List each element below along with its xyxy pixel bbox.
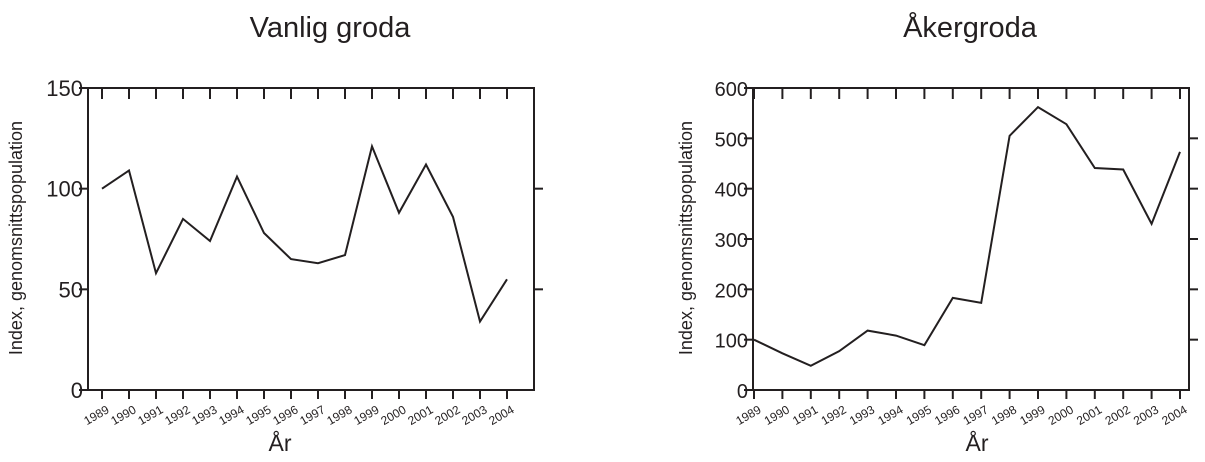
x-tick-label: 2002	[432, 402, 462, 428]
x-tick-label: 2000	[378, 402, 408, 428]
x-tick-label: 1994	[875, 402, 905, 428]
x-tick-label: 2001	[1074, 402, 1104, 428]
y-tick-label: 300	[715, 230, 748, 252]
chart-panel-vanlig-groda: Vanlig groda Index, genomsnittspopulatio…	[0, 0, 600, 462]
x-tick-label: 1997	[297, 402, 327, 428]
x-tick-label: 2004	[486, 402, 516, 428]
x-tick-label: 1992	[162, 402, 192, 428]
plot-frame	[87, 87, 535, 391]
x-tick-label: 1989	[733, 402, 763, 428]
x-tick-label: 1991	[790, 402, 820, 428]
line-chart-akergroda: 0100200300400500600198919901991199219931…	[715, 79, 1198, 428]
x-tick-label: 1990	[762, 402, 792, 428]
x-tick-label: 1990	[108, 402, 138, 428]
x-axis-label: År	[965, 430, 989, 456]
x-tick-label: 2004	[1159, 402, 1189, 428]
y-tick-label: 50	[59, 277, 83, 302]
x-tick-label: 1993	[189, 402, 219, 428]
y-tick-label: 100	[46, 177, 83, 202]
x-tick-label: 1997	[961, 402, 991, 428]
x-tick-label: 2003	[459, 402, 489, 428]
x-tick-label: 1996	[270, 402, 300, 428]
y-tick-label: 0	[71, 378, 83, 403]
x-tick-label: 2002	[1103, 402, 1133, 428]
y-tick-label: 0	[737, 381, 748, 403]
x-tick-label: 1996	[932, 402, 962, 428]
x-tick-label: 1991	[135, 402, 165, 428]
series-line	[101, 143, 508, 324]
y-tick-label: 400	[715, 180, 748, 202]
y-tick-label: 200	[715, 280, 748, 302]
line-chart-vanlig-groda: 0501001501989199019911992199319941995199…	[46, 76, 543, 428]
plot-frame	[752, 87, 1190, 391]
x-tick-label: 2003	[1131, 402, 1161, 428]
x-tick-label: 1993	[847, 402, 877, 428]
x-tick-label: 2001	[405, 402, 435, 428]
y-tick-label: 100	[715, 331, 748, 353]
y-tick-label: 150	[46, 76, 83, 101]
chart-title: Åkergroda	[903, 12, 1037, 44]
series-line	[753, 105, 1181, 367]
chart-panel-akergroda: Åkergroda Index, genomsnittspopulation Å…	[600, 0, 1205, 462]
x-tick-label: 1989	[81, 402, 111, 428]
x-tick-label: 1994	[216, 402, 246, 428]
y-tick-label: 600	[715, 79, 748, 101]
x-tick-label: 1998	[324, 402, 354, 428]
x-tick-label: 1995	[243, 402, 273, 428]
x-tick-label: 1992	[819, 402, 849, 428]
x-tick-label: 1998	[989, 402, 1019, 428]
x-tick-label: 1999	[351, 402, 381, 428]
y-tick-label: 500	[715, 129, 748, 151]
x-axis-label: År	[268, 430, 292, 456]
chart-title: Vanlig groda	[249, 12, 411, 44]
x-tick-label: 1999	[1017, 402, 1047, 428]
x-tick-label: 2000	[1046, 402, 1076, 428]
x-tick-label: 1995	[904, 402, 934, 428]
